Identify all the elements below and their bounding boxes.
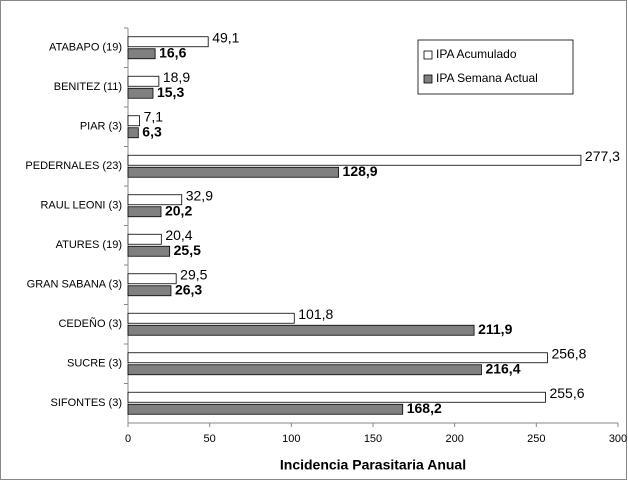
value-label: 25,5 [174,242,201,258]
value-label: 16,6 [159,44,186,60]
y-tick-label: PEDERNALES (23) [25,160,122,172]
y-tick-label: RAUL LEONI (3) [40,200,122,212]
x-tick-label: 200 [445,433,463,445]
bar [127,115,140,127]
value-label: 32,9 [186,187,213,203]
value-label: 216,4 [485,360,520,376]
x-tick-label: 300 [609,433,627,445]
x-tick-label: 150 [364,433,382,445]
bar [127,87,154,99]
value-label: 20,2 [165,202,192,218]
value-label: 211,9 [478,321,512,337]
bar [127,166,339,178]
value-label: 26,3 [175,281,202,297]
bar [127,285,172,297]
y-tick-label: BENITEZ (11) [54,81,122,93]
x-tick-label: 50 [204,433,216,445]
y-tick-label: ATABAPO (19) [49,42,122,54]
bar [127,364,482,376]
y-tick-label: CEDEÑO (3) [58,317,122,330]
x-tick-label: 250 [527,433,545,445]
value-label: 255,6 [549,385,584,401]
bar [127,324,475,336]
y-tick-label: GRAN SABANA (3) [27,279,122,291]
bar [127,75,160,87]
value-label: 7,1 [144,108,164,124]
bar [127,352,548,364]
bar [127,312,295,324]
bar [127,194,183,206]
bar [127,206,162,218]
legend-swatch [423,50,433,60]
value-label: 168,2 [407,400,442,416]
value-label: 29,5 [180,266,207,282]
value-label: 277,3 [585,148,620,164]
bar [127,127,139,139]
x-axis-label: Incidencia Parasitaria Anual [280,457,466,473]
legend-box [417,39,574,95]
x-tick-label: 0 [125,433,131,445]
bar [127,391,546,403]
bar [127,245,171,257]
value-label: 15,3 [157,84,184,100]
legend-swatch [423,74,433,84]
bar [127,403,404,415]
bar [127,273,177,285]
value-label: 101,8 [298,306,333,322]
bar [127,36,209,48]
bar [127,233,162,245]
bar [127,154,582,166]
value-label: 128,9 [343,163,378,179]
bar [127,48,156,60]
y-tick-label: ATURES (19) [56,239,122,251]
legend-label: IPA Semana Actual [436,71,538,85]
value-label: 18,9 [163,69,190,85]
value-label: 20,4 [165,227,192,243]
legend-label: IPA Acumulado [436,47,517,61]
x-tick-label: 100 [282,433,300,445]
value-label: 6,3 [142,123,162,139]
value-label: 256,8 [551,345,586,361]
y-tick-label: PIAR (3) [80,121,122,133]
y-tick-label: SIFONTES (3) [50,397,122,409]
y-tick-label: SUCRE (3) [67,358,122,370]
value-label: 49,1 [212,29,239,45]
